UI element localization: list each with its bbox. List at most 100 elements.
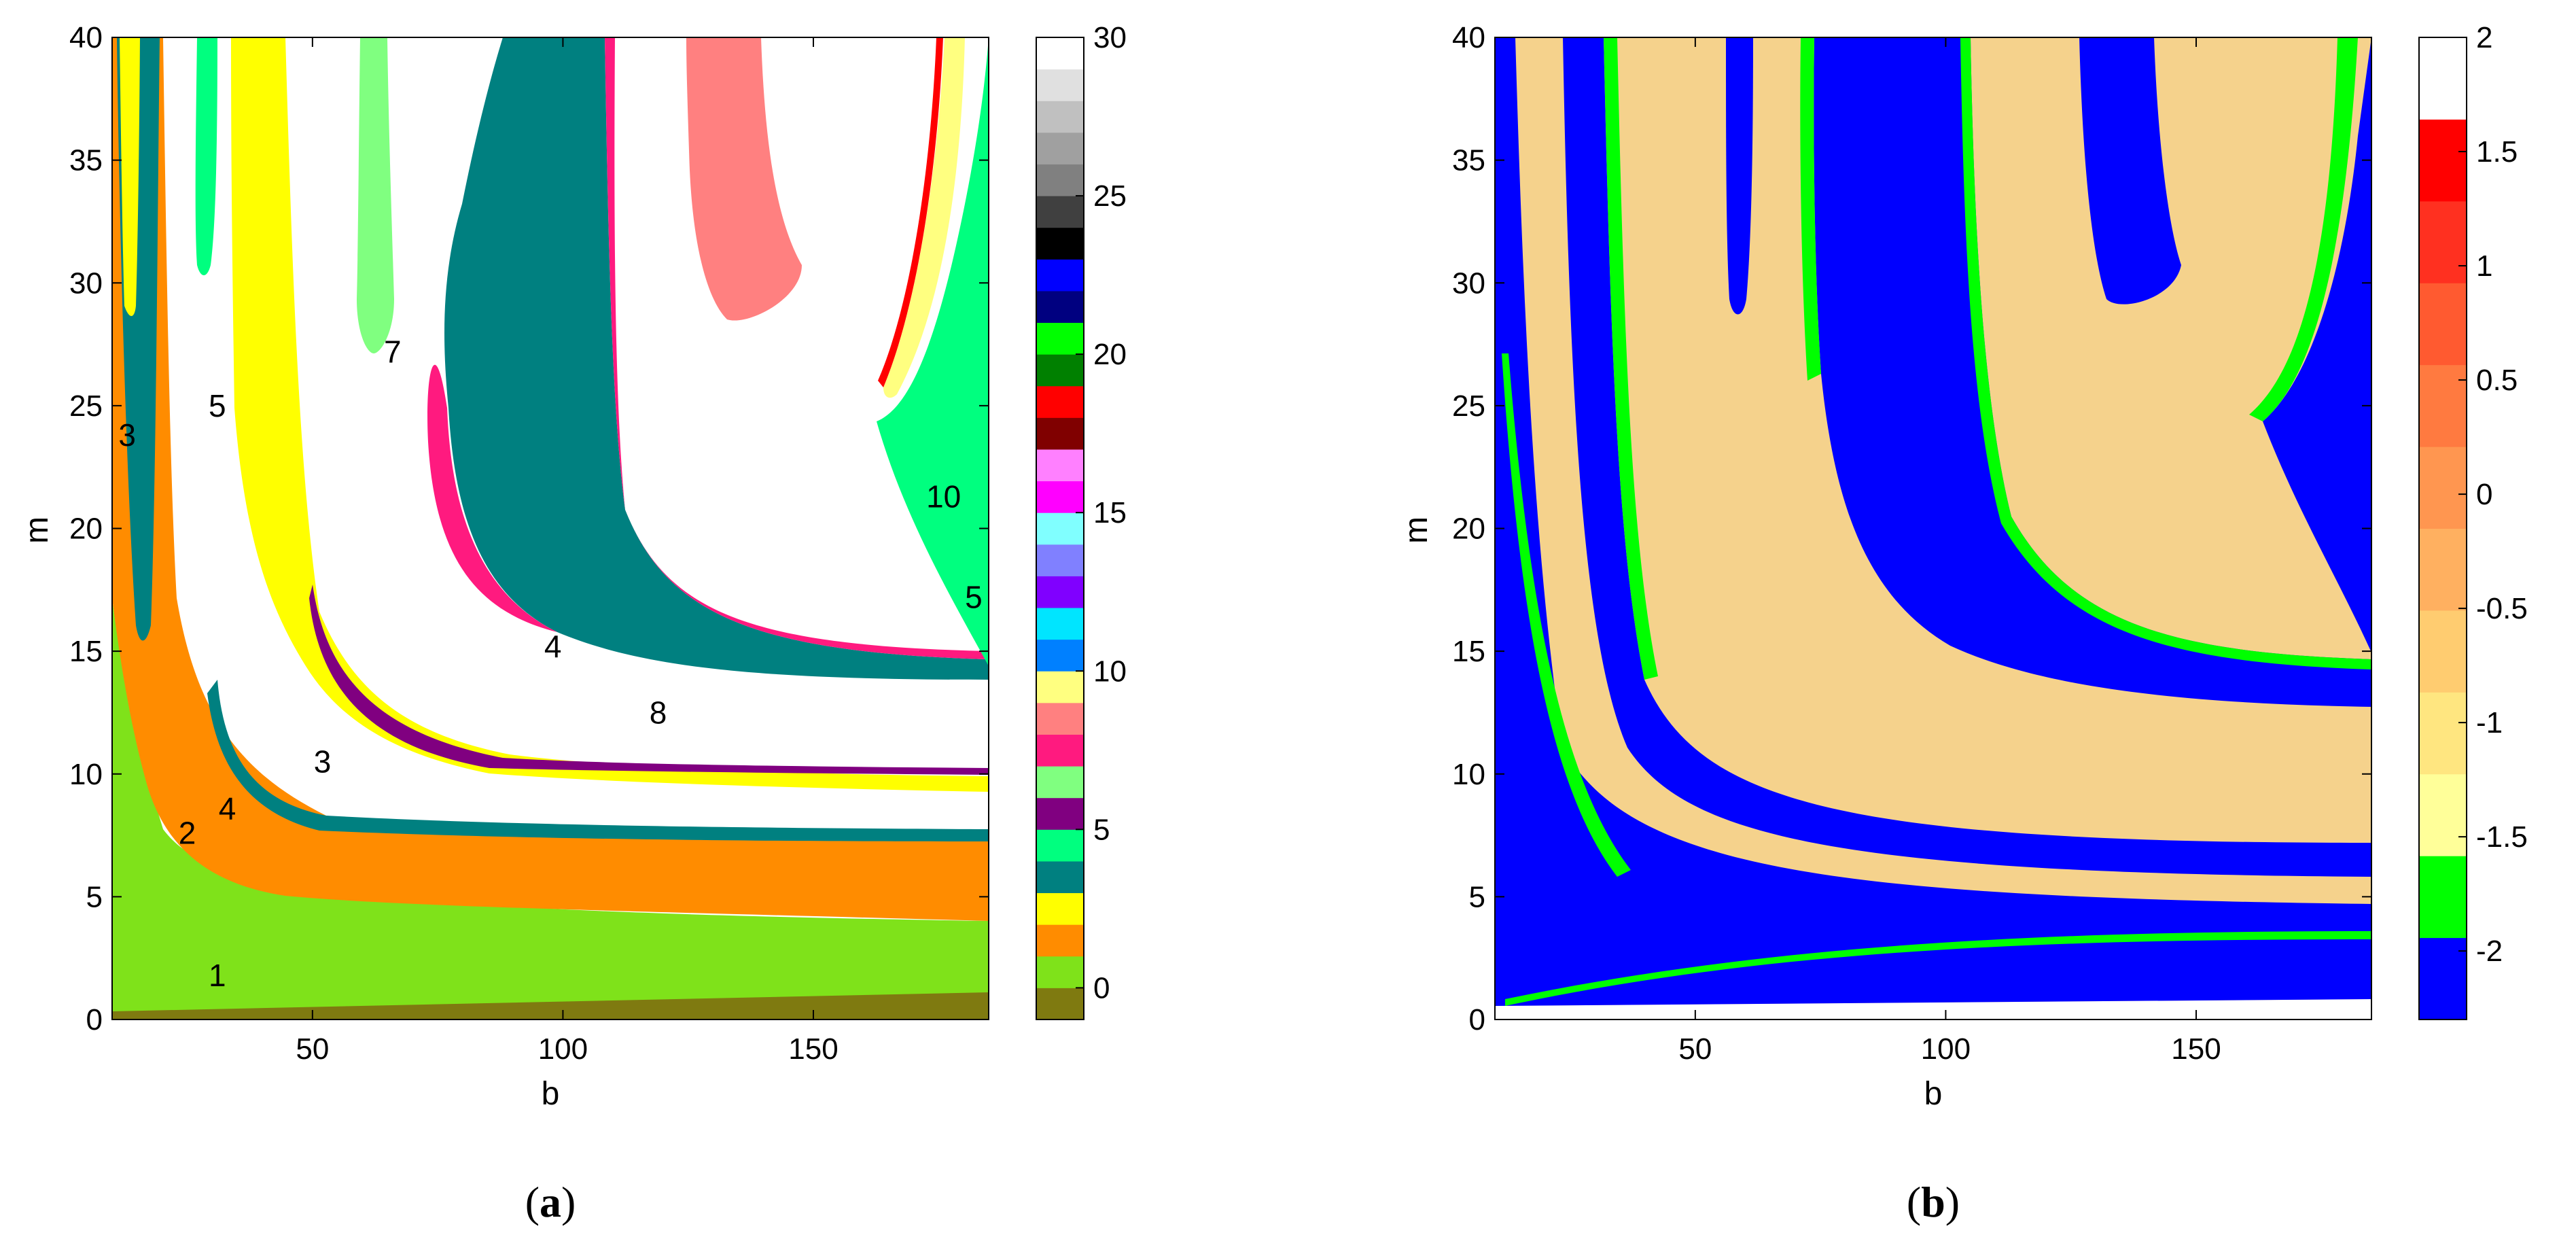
panel-b-region-negative-lower (1495, 37, 2371, 1006)
panel-a-y-tick-label: 25 (69, 389, 103, 423)
panel-b-plot-area (1495, 37, 2371, 1020)
panel-a-colorbar-swatch (1036, 988, 1084, 1020)
panel-b-colorbar-swatch (2419, 119, 2467, 202)
panel-a-colorbar-swatch (1036, 734, 1084, 767)
panel-b-colorbar-tick-label: -1.5 (2476, 820, 2528, 854)
panel-b-green-edge-3 (1800, 37, 1821, 381)
region-period-0 (112, 992, 989, 1020)
panel-a-colorbar-tick-label: 5 (1093, 813, 1110, 846)
panel-b-caption: (b) (1907, 1178, 1960, 1226)
panel-a-region-label: 3 (118, 417, 136, 453)
panel-a-y-tick-label: 5 (86, 880, 103, 913)
panel-b-x-tick-label: 100 (1921, 1032, 1971, 1066)
panel-a-colorbar-tick-label: 15 (1093, 496, 1127, 529)
panel-a-colorbar-tick-label: 20 (1093, 338, 1127, 371)
panel-a-colorbar-swatch (1036, 766, 1084, 799)
panel-a-colorbar-swatch (1036, 196, 1084, 228)
panel-a-colorbar-tick-label: 30 (1093, 21, 1127, 54)
panel-b-y-tick-label: 0 (1469, 1003, 1485, 1036)
panel-a-y-tick-label: 20 (69, 512, 103, 546)
panel-a-colorbar-tick-label: 10 (1093, 655, 1127, 688)
panel-b-colorbar-tick-label: -0.5 (2476, 592, 2528, 625)
region-period-5-left (195, 37, 217, 275)
panel-b-colorbar-frame (2418, 37, 2467, 1020)
panel-b-colorbar-swatch (2419, 364, 2467, 447)
panel-b-colorbar-tick-label: -1 (2476, 706, 2503, 739)
panel-b-region-negative-right (2263, 37, 2371, 652)
panel-b-colorbar-tick-label: 1.5 (2476, 135, 2518, 169)
panel-b-colorbar-swatch (2419, 37, 2467, 120)
panel-b-y-tick-label: 40 (1452, 21, 1485, 54)
panel-a-colorbar-swatch (1036, 417, 1084, 450)
panel-a-colorbar-swatch (1036, 101, 1084, 133)
panel-a-colorbar-swatch (1036, 227, 1084, 260)
panel-a-region-label: 2 (179, 815, 196, 850)
panel-a-colorbar-swatch (1036, 797, 1084, 830)
panel-a-colorbar-swatch (1036, 354, 1084, 387)
panel-a-y-tick-label: 35 (69, 144, 103, 177)
panel-b-colorbar-swatch (2419, 283, 2467, 366)
panel-a-region-label: 3 (314, 744, 332, 780)
panel-a-x-label: b (542, 1076, 560, 1112)
region-period-1 (112, 598, 989, 1020)
panel-a-colorbar-swatch (1036, 259, 1084, 292)
panel-a-y-tick-label: 40 (69, 21, 103, 54)
panel-b-colorbar-swatch (2419, 773, 2467, 856)
panel-a-x-ticks: 50 100 150 (296, 37, 839, 1066)
panel-a-region-label: 8 (650, 695, 667, 730)
panel-a-colorbar-tick-label: 25 (1093, 179, 1127, 213)
panel-a-colorbar-swatch (1036, 956, 1084, 988)
panel-a-colorbar-swatch (1036, 860, 1084, 894)
panel-a-colorbar-ticks: 0 5 10 15 20 25 30 (1076, 21, 1127, 1005)
panel-a-y-tick-label: 30 (69, 266, 103, 300)
panel-b-colorbar-swatch (2419, 201, 2467, 283)
panel-b-green-edge-5 (1502, 353, 1631, 877)
panel-a-colorbar (1036, 37, 1084, 1020)
panel-b-colorbar-swatch (2419, 610, 2467, 693)
panel-b-colorbar-swatch (2419, 528, 2467, 611)
panel-a-region-label: 10 (926, 479, 961, 515)
region-period-20 (878, 37, 943, 387)
region-period-7 (357, 37, 394, 353)
panel-a-colorbar-swatch (1036, 164, 1084, 196)
panel-b-green-line-low (1505, 931, 2371, 1006)
panel-b-y-label: m (1398, 517, 1434, 544)
panel-b-y-tick-label: 20 (1452, 512, 1485, 546)
panel-b-y-tick-label: 5 (1469, 880, 1485, 913)
panel-b-x-label: b (1924, 1076, 1943, 1112)
panel-a-colorbar-swatch (1036, 829, 1084, 862)
panel-a-region-label: 4 (544, 629, 562, 664)
panel-b-y-tick-label: 25 (1452, 389, 1485, 423)
panel-a-y-tick-label: 0 (86, 1003, 103, 1036)
region-period-2 (112, 37, 989, 921)
region-period-5-right (877, 37, 989, 666)
panel-a-region-label: 5 (965, 580, 983, 615)
panel-b-x-ticks: 50 100 150 (1678, 37, 2221, 1066)
panel-a-colorbar-swatch (1036, 671, 1084, 703)
panel-b-colorbar-tick-label: 0.5 (2476, 364, 2518, 397)
region-period-4-center (444, 37, 989, 680)
panel-a-colorbar-swatch (1036, 702, 1084, 735)
panel-a-y-label: m (19, 517, 55, 544)
panel-a-plot-area (112, 37, 989, 1020)
panel-b-colorbar-tick-label: 2 (2476, 21, 2492, 54)
panel-b-colorbar-tick-label: 0 (2476, 478, 2492, 511)
panel-b-y-ticks: 0 5 10 15 20 25 30 35 40 (1452, 21, 2371, 1036)
panel-b-region-negative-center (1814, 37, 2371, 707)
panel-a-colorbar-swatch (1036, 385, 1084, 418)
panel-a-x-tick-label: 50 (296, 1032, 329, 1066)
panel-a-region-label: 4 (219, 790, 236, 826)
panel-b-colorbar-swatch (2419, 937, 2467, 1020)
panel-b-green-edge-4 (2249, 37, 2358, 421)
panel-b-colorbar-swatch (2419, 447, 2467, 529)
panel-a-colorbar-swatch (1036, 322, 1084, 355)
panel-a-colorbar-swatch (1036, 892, 1084, 925)
panel-a-colorbar-swatch (1036, 608, 1084, 640)
panel-b-caption-letter: b (1921, 1178, 1945, 1226)
panel-a-caption-letter: a (540, 1178, 561, 1226)
panel-b-colorbar-tick-label: 1 (2476, 249, 2492, 283)
